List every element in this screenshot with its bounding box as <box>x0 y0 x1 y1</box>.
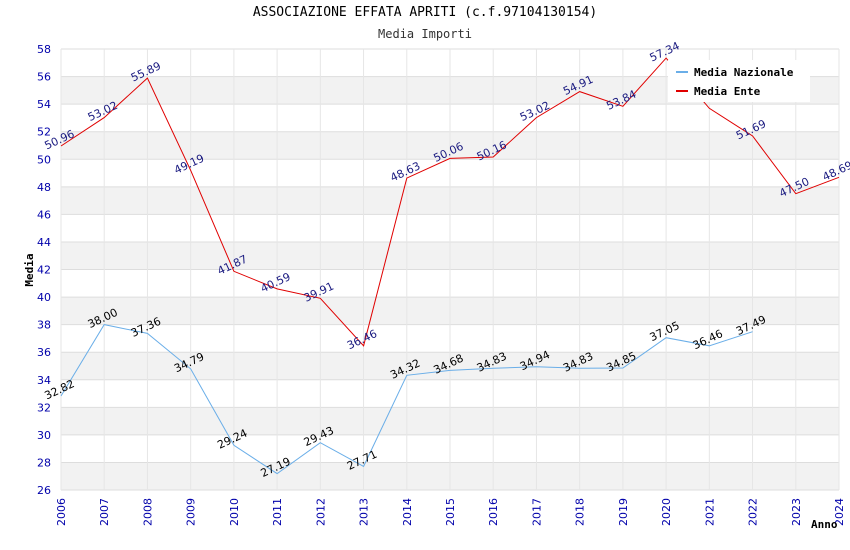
x-tick-label: 2017 <box>530 498 543 526</box>
legend-entry: Media Nazionale <box>694 66 794 79</box>
y-tick-label: 36 <box>37 346 51 359</box>
x-tick-label: 2009 <box>185 498 198 526</box>
x-tick-label: 2019 <box>617 498 630 526</box>
x-tick-label: 2006 <box>55 498 68 526</box>
y-tick-label: 58 <box>37 43 51 56</box>
x-tick-label: 2012 <box>314 498 327 526</box>
x-tick-label: 2020 <box>660 498 673 526</box>
y-tick-label: 34 <box>37 374 51 387</box>
grid-lines <box>60 48 840 491</box>
y-axis-ticks: 26 28 30 32 34 36 38 40 42 44 46 48 50 52 54 56 58 <box>37 43 51 497</box>
x-tick-label: 2007 <box>98 498 111 526</box>
y-tick-label: 54 <box>37 98 51 111</box>
series-line-ente <box>60 57 840 347</box>
chart-title: ASSOCIAZIONE EFFATA APRITI (c.f.97104130… <box>252 5 598 20</box>
x-tick-label: 2013 <box>358 498 371 526</box>
x-tick-label: 2022 <box>747 498 760 526</box>
y-axis-label: Media <box>23 253 36 286</box>
x-tick-label: 2014 <box>401 498 414 526</box>
x-tick-label: 2015 <box>444 498 457 526</box>
y-tick-label: 46 <box>37 208 51 221</box>
legend: Media Nazionale Media Ente <box>668 60 810 102</box>
y-tick-label: 42 <box>37 264 51 277</box>
y-tick-label: 38 <box>37 319 51 332</box>
x-tick-label: 2016 <box>487 498 500 526</box>
y-tick-label: 40 <box>37 291 51 304</box>
y-tick-label: 26 <box>37 484 51 497</box>
y-tick-label: 44 <box>37 236 51 249</box>
y-tick-label: 30 <box>37 429 51 442</box>
y-tick-label: 28 <box>37 456 51 469</box>
series-line-nazionale <box>60 324 753 475</box>
x-tick-label: 2023 <box>790 498 803 526</box>
x-axis-ticks: 2006 2007 2008 2009 2010 2011 2012 2013 2014 2015… <box>55 498 846 526</box>
x-tick-label: 2021 <box>703 498 716 526</box>
chart-subtitle: Media Importi <box>378 27 472 41</box>
y-tick-label: 52 <box>37 126 51 139</box>
legend-entry: Media Ente <box>694 85 761 98</box>
x-tick-label: 2018 <box>574 498 587 526</box>
x-tick-label: 2010 <box>228 498 241 526</box>
x-tick-label: 2011 <box>271 498 284 526</box>
x-tick-label: 2024 <box>833 498 846 526</box>
y-tick-label: 48 <box>37 181 51 194</box>
x-axis-label: Anno <box>811 518 838 531</box>
y-tick-label: 32 <box>37 401 51 414</box>
x-tick-label: 2008 <box>141 498 154 526</box>
y-tick-label: 56 <box>37 71 51 84</box>
y-tick-label: 50 <box>37 153 51 166</box>
series-lines <box>60 57 840 475</box>
legend-box <box>668 60 810 102</box>
